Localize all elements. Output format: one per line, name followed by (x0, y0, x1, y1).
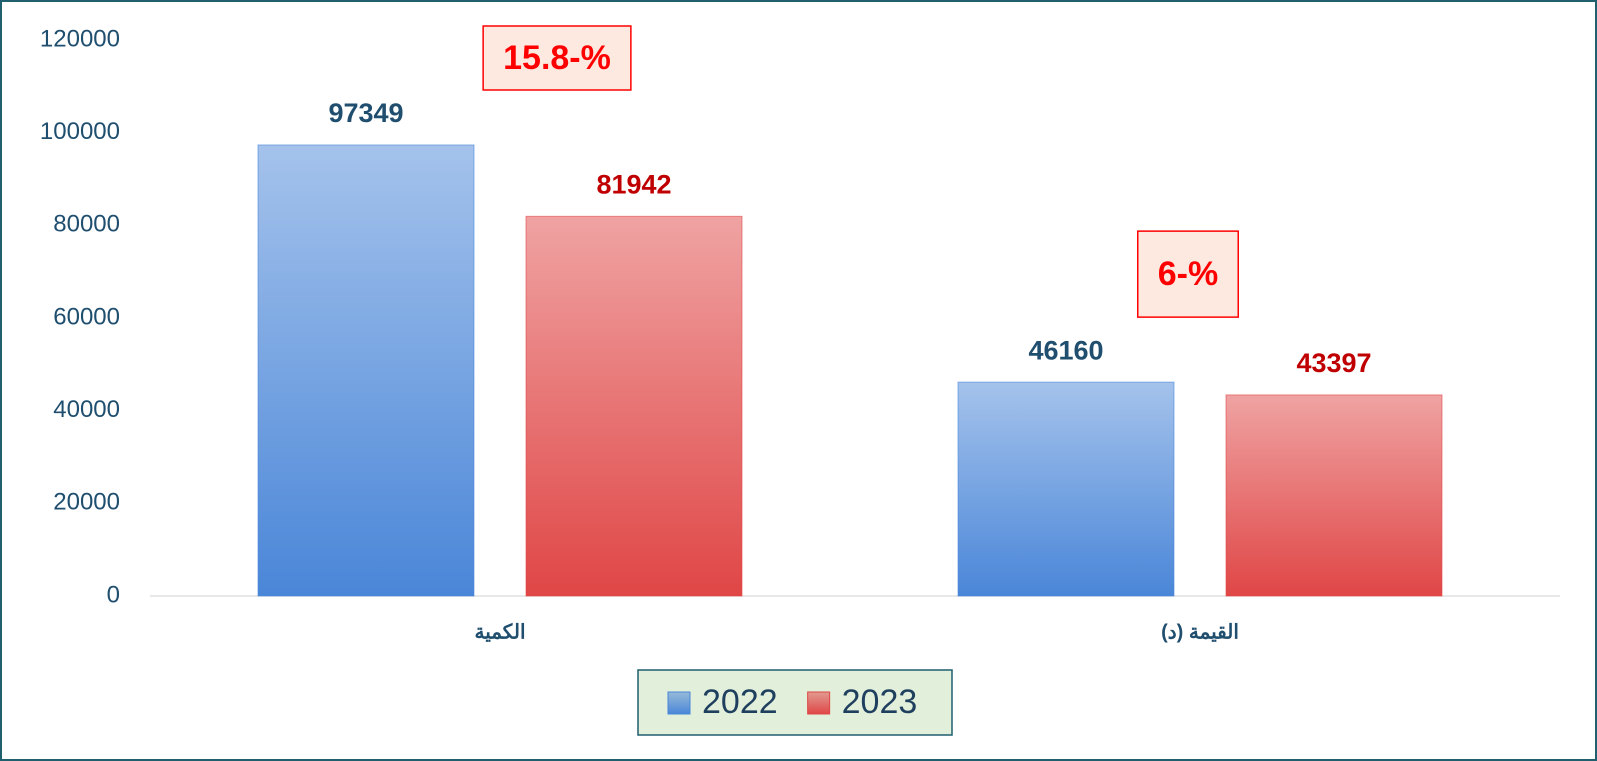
y-tick-label: 120000 (40, 25, 120, 52)
y-tick-label: 20000 (53, 489, 120, 516)
bar (1225, 394, 1443, 597)
bar (257, 144, 475, 597)
y-tick-label: 0 (107, 581, 120, 608)
bar (957, 381, 1175, 597)
value-label: 43397 (1296, 348, 1371, 378)
legend-swatch (667, 691, 691, 715)
y-tick-label: 80000 (53, 211, 120, 238)
value-label: 81942 (596, 169, 671, 199)
value-label: 97349 (328, 98, 403, 128)
annotation-box (482, 25, 632, 91)
annotation: 6-% (1158, 255, 1218, 293)
legend-label: 2023 (842, 683, 918, 721)
x-tick-label: القيمة (د) (1161, 621, 1239, 643)
annotation: 15.8-% (503, 39, 611, 77)
y-tick-label: 60000 (53, 303, 120, 330)
value-label: 46160 (1028, 335, 1103, 365)
bar (525, 215, 743, 597)
legend-swatch (807, 691, 831, 715)
y-tick-label: 100000 (40, 118, 120, 145)
annotation-box (1137, 230, 1239, 318)
y-tick-label: 40000 (53, 396, 120, 423)
legend-label: 2022 (702, 683, 778, 721)
x-tick-label: الكمية (474, 621, 525, 643)
